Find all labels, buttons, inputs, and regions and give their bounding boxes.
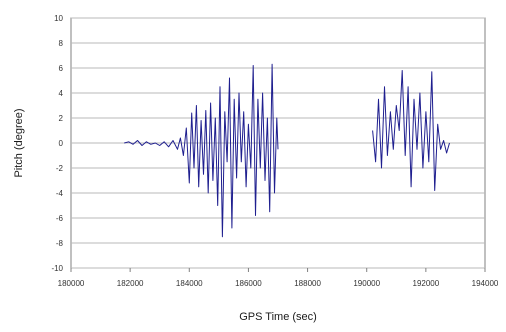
x-tick-label: 186000 [235,279,262,288]
grid-lines [70,17,486,272]
y-tick-label: -4 [56,189,64,198]
x-tick-label: 182000 [117,279,144,288]
y-tick-label: 10 [54,14,63,23]
x-tick-label: 192000 [413,279,440,288]
x-tick-label: 188000 [294,279,321,288]
x-tick-label: 180000 [58,279,85,288]
y-tick-label: -2 [56,164,64,173]
y-tick-label: 2 [59,114,64,123]
y-axis-label: Pitch (degree) [13,108,25,177]
y-tick-label: -8 [56,239,64,248]
y-tick-label: -10 [51,264,63,273]
y-tick-label: -6 [56,214,64,223]
y-tick-labels: 10 8 6 4 2 0 -2 -4 -6 -8 -10 [51,14,63,273]
y-tick-label: 8 [59,39,64,48]
x-tick-label: 190000 [353,279,380,288]
x-tick-label: 194000 [472,279,499,288]
y-tick-label: 0 [59,139,64,148]
x-tick-labels: 180000 182000 184000 186000 188000 190000 1920… [58,279,499,288]
y-tick-label: 4 [59,89,64,98]
x-axis-label: GPS Time (sec) [239,311,317,323]
pitch-series-line [124,63,279,238]
pitch-series-line [372,70,450,191]
x-tick-label: 184000 [176,279,203,288]
y-tick-label: 6 [59,64,64,73]
series-layer [124,63,450,238]
